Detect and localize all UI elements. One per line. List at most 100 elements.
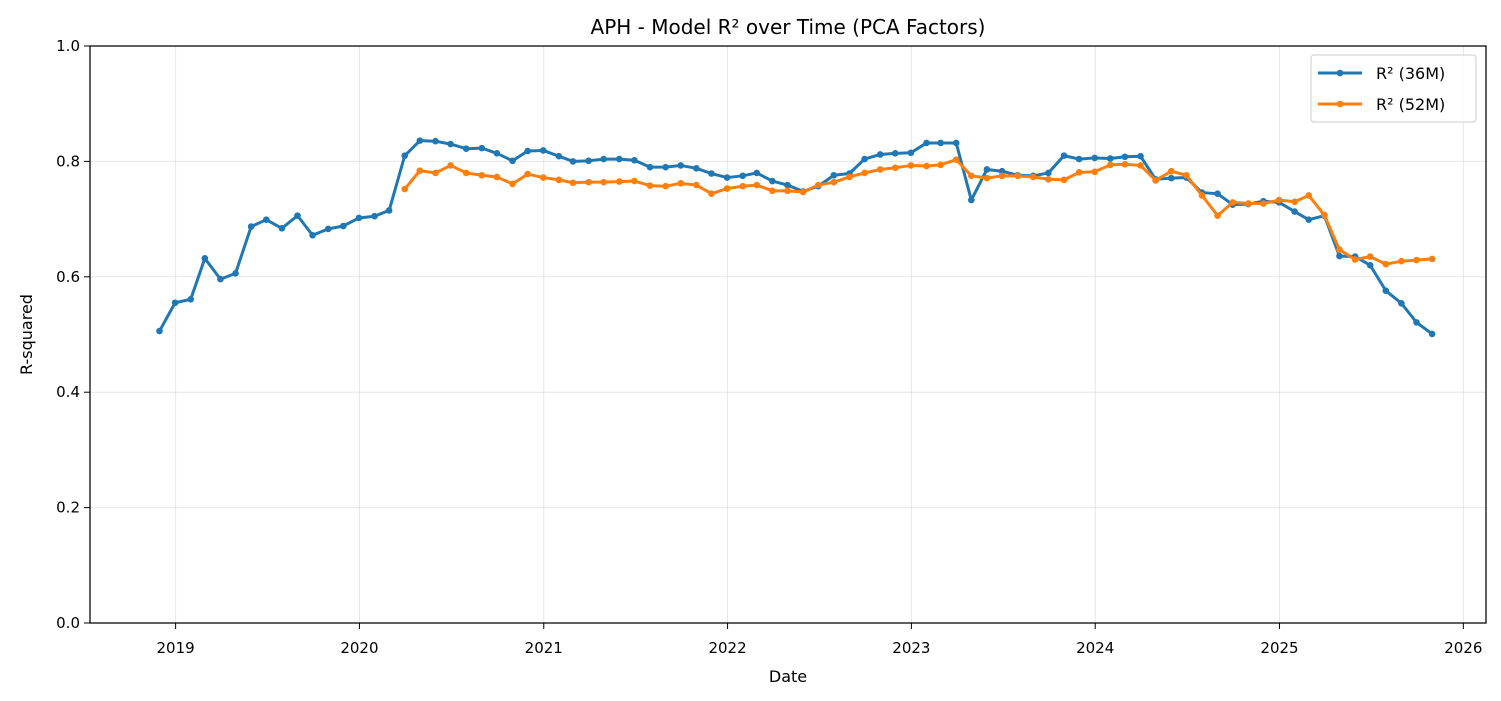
series-1-point xyxy=(937,139,944,147)
series-2-point xyxy=(907,162,915,169)
series-2-point xyxy=(1428,255,1436,263)
series-2-point xyxy=(509,180,516,188)
series-2-point xyxy=(830,178,838,186)
series-1-point xyxy=(646,163,654,171)
series-1-point xyxy=(171,299,179,307)
x-tick-label: 2021 xyxy=(525,639,563,657)
series-2-point xyxy=(1260,200,1267,207)
series-2-point xyxy=(769,187,776,195)
series-1-point xyxy=(201,255,209,262)
series-2-point xyxy=(846,173,853,181)
y-tick-label: 1.0 xyxy=(56,37,80,55)
series-2-point xyxy=(1321,211,1328,219)
y-tick-label: 0.2 xyxy=(56,499,80,517)
series-2-point xyxy=(968,172,975,180)
series-2-point xyxy=(631,177,638,185)
series-1-point xyxy=(1366,261,1374,269)
series-2-point xyxy=(539,174,547,181)
x-tick-label: 2022 xyxy=(708,639,746,657)
series-2-point xyxy=(1152,177,1159,184)
series-2-point xyxy=(1229,199,1236,206)
series-1-point xyxy=(478,144,486,152)
series-2-point xyxy=(447,162,454,169)
series-1-point xyxy=(753,169,761,177)
series-1-point xyxy=(769,177,776,185)
series-2-point xyxy=(1121,160,1129,168)
series-1-point xyxy=(432,137,439,145)
series-1-point xyxy=(615,155,623,163)
data-series xyxy=(156,137,1436,338)
series-1-point xyxy=(998,167,1006,175)
series-1-point xyxy=(983,166,991,173)
x-tick-label: 2019 xyxy=(157,639,195,657)
series-2-point xyxy=(569,179,577,187)
series-2-point xyxy=(493,173,501,181)
series-1-point xyxy=(1137,152,1144,160)
series-2 xyxy=(401,156,1436,268)
y-tick-label: 0.8 xyxy=(56,152,80,170)
series-1-point xyxy=(708,170,715,177)
series-1-point xyxy=(524,147,531,155)
series-2-point xyxy=(998,172,1006,180)
x-tick-label: 2025 xyxy=(1260,639,1298,657)
series-2-point xyxy=(1075,169,1083,176)
series-2-point xyxy=(416,167,424,174)
series-1-point xyxy=(309,231,316,239)
series-1-point xyxy=(1336,252,1343,260)
series-2-point xyxy=(693,181,700,189)
series-1-point xyxy=(907,149,915,157)
series-2-point xyxy=(1245,200,1252,207)
series-2-point xyxy=(1413,256,1420,264)
series-2-point xyxy=(1167,167,1175,175)
series-1-point xyxy=(784,181,791,189)
series-2-point xyxy=(1351,256,1359,263)
series-2-point xyxy=(1014,172,1021,180)
x-tick-label: 2023 xyxy=(892,639,930,657)
series-1-point xyxy=(1060,152,1068,159)
series-1-point xyxy=(1091,154,1098,162)
series-1-point xyxy=(247,223,255,230)
series-1-point xyxy=(662,163,669,171)
series-2-point xyxy=(1336,246,1343,253)
chart-title: APH - Model R² over Time (PCA Factors) xyxy=(591,15,986,39)
series-2-point xyxy=(1107,161,1114,169)
series-2-point xyxy=(952,156,960,163)
series-2-point xyxy=(662,182,669,190)
series-2-point xyxy=(1291,198,1298,206)
series-2-point xyxy=(1275,196,1283,204)
series-2-point xyxy=(524,170,531,178)
series-2-point xyxy=(861,169,868,177)
series-1-point xyxy=(355,214,363,222)
series-1-point xyxy=(1121,153,1129,161)
series-2-point xyxy=(1045,175,1052,183)
series-1-point xyxy=(891,150,899,157)
series-1-point xyxy=(631,156,638,164)
series-1-point xyxy=(677,162,685,169)
series-1-point xyxy=(156,327,163,335)
series-1-point xyxy=(187,296,195,303)
series-1-point xyxy=(493,150,501,157)
series-1-point xyxy=(232,270,239,277)
series-2-point xyxy=(1398,257,1405,265)
series-1-point xyxy=(739,172,746,180)
series-2-point xyxy=(1198,192,1206,199)
y-tick-label: 0.4 xyxy=(56,383,80,401)
series-2-point xyxy=(799,188,807,196)
series-2-point xyxy=(753,181,761,189)
axis-ticks: 0.0 0.2 0.4 0.6 0.8 1.0 2019 2020 2021 2022 2023 20… xyxy=(56,37,1482,657)
series-1-point xyxy=(371,212,378,220)
series-2-point xyxy=(1183,171,1190,179)
series-2-point xyxy=(708,190,715,198)
series-2-point xyxy=(1366,253,1374,260)
series-1-point xyxy=(1428,330,1436,338)
series-2-point xyxy=(677,180,685,187)
series-1-point xyxy=(340,222,347,230)
series-1-point xyxy=(1167,174,1175,182)
series-1-point xyxy=(1398,300,1405,307)
series-1-point xyxy=(447,140,454,148)
series-1-point xyxy=(555,152,563,160)
series-1-point xyxy=(262,216,270,223)
legend-label-r2-36m: R² (36M) xyxy=(1376,64,1445,83)
series-1-point xyxy=(1413,319,1420,326)
